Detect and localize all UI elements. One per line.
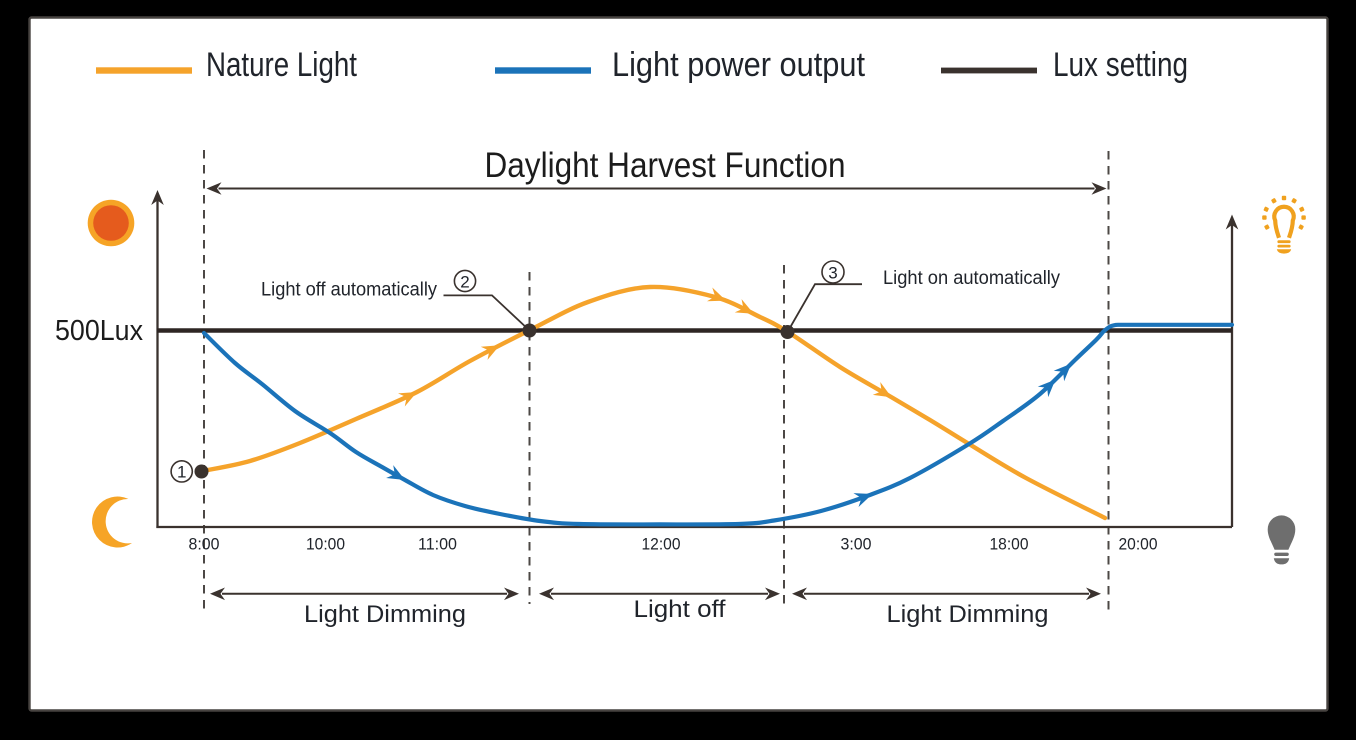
svg-text:Light Dimming: Light Dimming: [887, 601, 1049, 628]
svg-text:20:00: 20:00: [1119, 536, 1158, 554]
svg-text:3: 3: [828, 263, 837, 282]
svg-text:12:00: 12:00: [642, 536, 681, 554]
svg-text:8:00: 8:00: [189, 536, 220, 554]
svg-text:Lux setting: Lux setting: [1053, 46, 1188, 84]
svg-text:18:00: 18:00: [990, 536, 1029, 554]
svg-text:1: 1: [177, 463, 186, 482]
svg-text:Nature Light: Nature Light: [206, 46, 357, 84]
svg-text:Light on automatically: Light on automatically: [883, 268, 1060, 289]
svg-text:Daylight Harvest Function: Daylight Harvest Function: [485, 146, 846, 185]
svg-text:11:00: 11:00: [418, 536, 457, 554]
svg-text:Light off: Light off: [634, 596, 726, 623]
svg-text:500Lux: 500Lux: [55, 315, 143, 347]
svg-text:Light off automatically: Light off automatically: [261, 280, 437, 301]
svg-text:3:00: 3:00: [841, 536, 872, 554]
svg-text:2: 2: [460, 272, 469, 291]
svg-text:Light Dimming: Light Dimming: [304, 601, 466, 628]
svg-text:10:00: 10:00: [306, 536, 345, 554]
svg-text:Light power output: Light power output: [612, 46, 865, 84]
